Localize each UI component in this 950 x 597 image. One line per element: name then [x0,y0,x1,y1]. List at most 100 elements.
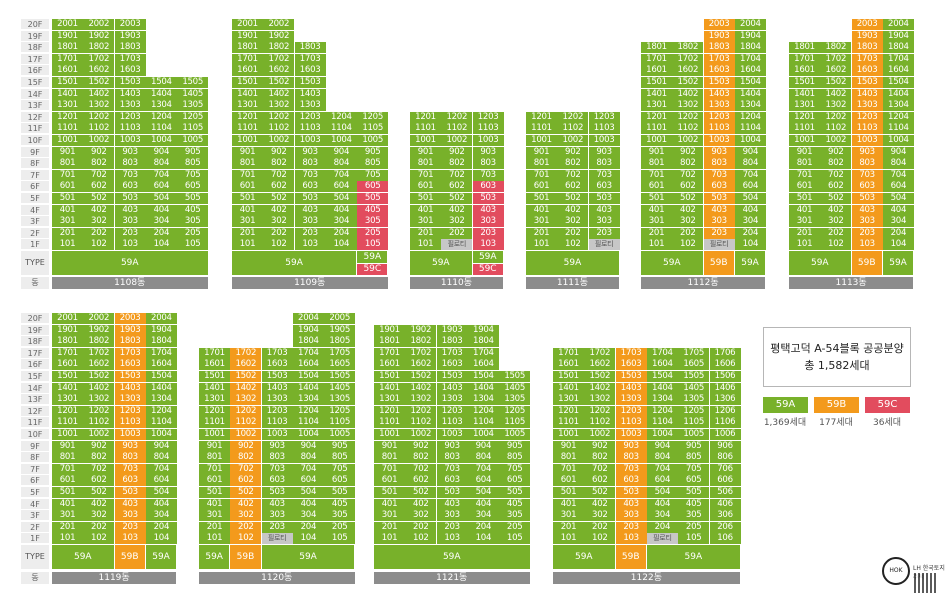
unit-59a[interactable]: 1503 [294,77,326,88]
unit-59a[interactable]: 602 [83,475,115,487]
unit-59a[interactable]: 1804 [882,42,914,54]
unit-59a[interactable]: 1104 [646,417,678,429]
unit-59a[interactable]: 1105 [678,417,710,429]
unit-59a[interactable]: 603 [588,181,620,193]
unit-59a[interactable]: 1102 [441,123,473,135]
unit-59a[interactable]: 1201 [232,111,263,123]
unit-59a[interactable]: 1602 [820,65,852,77]
unit-59a[interactable]: 401 [410,204,441,216]
unit-59c[interactable]: 205 [357,227,389,239]
unit-59a[interactable]: 1702 [263,53,295,65]
unit-59b[interactable]: 1502 [230,371,262,382]
unit-59a[interactable]: 1205 [499,405,531,417]
unit-59a[interactable]: 306 [709,510,741,522]
unit-59a[interactable]: 1101 [553,417,584,429]
unit-59a[interactable]: 1301 [374,394,405,406]
unit-59a[interactable]: 1402 [83,382,115,394]
unit-59a[interactable]: 1803 [114,42,146,54]
unit-59a[interactable]: 1705 [324,347,356,359]
unit-59a[interactable]: 501 [553,487,584,498]
unit-59a[interactable]: 1204 [145,405,177,417]
unit-59a[interactable]: 1402 [405,382,437,394]
unit-59b[interactable]: 903 [114,440,146,452]
unit-59a[interactable]: 503 [588,193,620,204]
unit-59a[interactable]: 202 [405,521,437,533]
unit-59a[interactable]: 1602 [263,65,295,77]
unit-59a[interactable]: 503 [261,487,293,498]
unit-59a[interactable]: 305 [499,510,531,522]
unit-59a[interactable]: 1101 [789,123,820,135]
unit-59a[interactable]: 1502 [584,371,616,382]
unit-59a[interactable]: 1205 [678,405,710,417]
unit-59a[interactable]: 204 [325,227,357,239]
unit-59a[interactable]: 604 [467,475,499,487]
unit-59a[interactable]: 301 [641,216,672,228]
unit-59a[interactable]: 902 [584,440,616,452]
unit-59a[interactable]: 102 [83,533,115,545]
unit-59a[interactable]: 801 [553,452,584,464]
unit-59a[interactable]: 903 [294,146,326,158]
unit-59a[interactable]: 902 [405,440,437,452]
unit-59a[interactable]: 904 [882,146,914,158]
unit-59a[interactable]: 1003 [114,135,146,146]
unit-59a[interactable]: 1302 [83,394,115,406]
unit-59a[interactable]: 402 [263,204,295,216]
unit-59a[interactable]: 1101 [374,417,405,429]
unit-59a[interactable]: 1603 [114,65,146,77]
unit-59a[interactable]: 1204 [292,405,324,417]
unit-59a[interactable]: 1601 [232,65,263,77]
unit-59a[interactable]: 202 [820,227,852,239]
unit-59a[interactable]: 804 [734,158,766,170]
unit-59a[interactable]: 1803 [294,42,326,54]
unit-59a[interactable]: 705 [324,463,356,475]
unit-59a[interactable]: 1304 [646,394,678,406]
unit-59a[interactable]: 102 [83,239,115,251]
unit-59b[interactable]: 1602 [230,359,262,371]
unit-59c[interactable]: 403 [472,204,504,216]
unit-59a[interactable]: 1301 [789,100,820,112]
unit-59a[interactable]: 1201 [789,111,820,123]
unit-59a[interactable]: 704 [467,463,499,475]
unit-59a[interactable]: 1403 [294,88,326,100]
unit-59a[interactable]: 101 [526,239,557,251]
unit-59a[interactable]: 602 [405,475,437,487]
unit-59a[interactable]: 704 [646,463,678,475]
unit-59b[interactable]: 703 [114,463,146,475]
unit-59a[interactable]: 504 [882,193,914,204]
unit-59a[interactable]: 103 [114,239,146,251]
unit-59a[interactable]: 1401 [374,382,405,394]
unit-59a[interactable]: 502 [820,193,852,204]
unit-59a[interactable]: 1104 [145,123,177,135]
unit-59a[interactable]: 301 [553,510,584,522]
unit-59b[interactable]: 403 [615,498,647,510]
unit-59b[interactable]: 502 [230,487,262,498]
unit-59a[interactable]: 1403 [261,382,293,394]
unit-59a[interactable]: 1203 [588,111,620,123]
unit-59a[interactable]: 701 [526,169,557,181]
unit-59a[interactable]: 1302 [672,100,704,112]
unit-59b[interactable]: 1203 [703,111,735,123]
unit-59a[interactable]: 1004 [325,135,357,146]
unit-59a[interactable]: 1601 [52,359,83,371]
unit-59a[interactable]: 1502 [820,77,852,88]
unit-59a[interactable]: 201 [641,227,672,239]
unit-59a[interactable]: 1502 [83,371,115,382]
unit-59a[interactable]: 102 [405,533,437,545]
unit-59a[interactable]: 2001 [232,19,263,30]
unit-59a[interactable]: 404 [325,204,357,216]
unit-59a[interactable]: 1801 [641,42,672,54]
unit-59a[interactable]: 703 [436,463,468,475]
unit-59a[interactable]: 1005 [324,429,356,440]
unit-59b[interactable]: 1103 [114,417,146,429]
unit-59a[interactable]: 302 [405,510,437,522]
unit-59a[interactable]: 201 [374,521,405,533]
unit-59a[interactable]: 1606 [709,359,741,371]
unit-59a[interactable]: 1204 [145,111,177,123]
unit-59b[interactable]: 1202 [230,405,262,417]
unit-59a[interactable]: 1103 [436,417,468,429]
unit-59a[interactable]: 304 [734,216,766,228]
unit-59a[interactable]: 404 [467,498,499,510]
unit-59a[interactable]: 1002 [405,429,437,440]
unit-59a[interactable]: 404 [145,498,177,510]
unit-59a[interactable]: 1804 [292,336,324,348]
